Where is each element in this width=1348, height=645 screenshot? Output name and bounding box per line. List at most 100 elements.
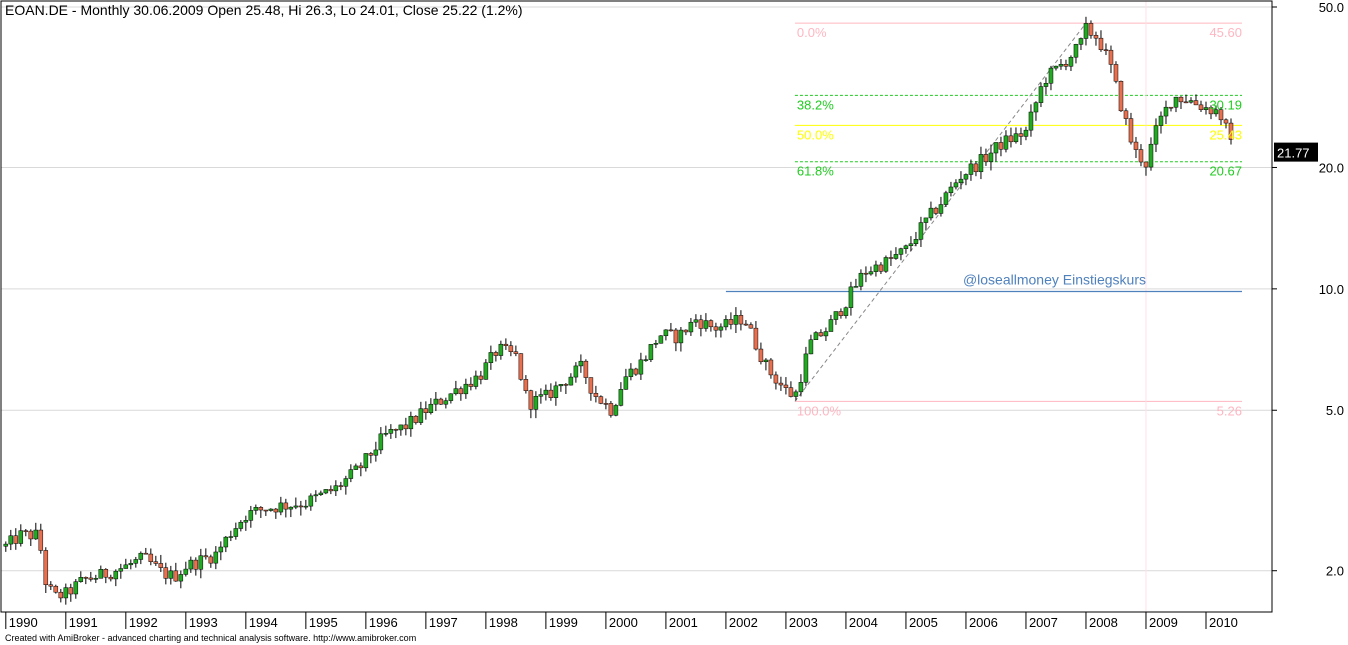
candle-down bbox=[1118, 80, 1124, 112]
candle-up bbox=[568, 376, 574, 386]
candle-up bbox=[453, 388, 459, 395]
candle-up bbox=[703, 320, 709, 329]
candle-up bbox=[558, 384, 564, 387]
candle-up bbox=[883, 257, 889, 272]
candle-up bbox=[73, 581, 79, 595]
candle-up bbox=[333, 485, 339, 492]
y-tick-label: 5.0 bbox=[1326, 403, 1344, 418]
y-tick-label: 20.0 bbox=[1319, 160, 1344, 175]
candle-up bbox=[858, 272, 864, 287]
candle-up bbox=[463, 383, 469, 395]
chart-title: EOAN.DE - Monthly 30.06.2009 Open 25.48,… bbox=[5, 2, 523, 18]
candle-up bbox=[813, 332, 819, 340]
candle-down bbox=[38, 529, 44, 551]
x-tick-label: 2009 bbox=[1149, 615, 1178, 630]
candle-down bbox=[1063, 64, 1069, 67]
candle-down bbox=[393, 429, 399, 431]
fib-lines bbox=[794, 22, 1242, 402]
x-tick-label: 2003 bbox=[789, 615, 818, 630]
candle-up bbox=[1048, 67, 1054, 84]
candle-up bbox=[793, 391, 799, 397]
candle-down bbox=[83, 577, 89, 579]
candle-up bbox=[913, 239, 919, 244]
x-tick-label: 2008 bbox=[1089, 615, 1118, 630]
candle-down bbox=[583, 360, 589, 378]
candle-up bbox=[578, 360, 584, 367]
candle-up bbox=[723, 319, 729, 328]
candle-up bbox=[798, 382, 804, 393]
candle-up bbox=[963, 174, 969, 180]
candle-down bbox=[328, 489, 334, 492]
candle-down bbox=[513, 351, 519, 354]
candle-up bbox=[93, 578, 99, 580]
x-tick-label: 1998 bbox=[489, 615, 518, 630]
candle-down bbox=[753, 327, 759, 350]
candle-up bbox=[823, 331, 829, 337]
candle-down bbox=[713, 326, 719, 331]
candle-down bbox=[88, 577, 94, 580]
candle-up bbox=[268, 508, 274, 511]
x-tick-label: 2007 bbox=[1029, 615, 1058, 630]
candle-down bbox=[478, 375, 484, 380]
candle-down bbox=[863, 272, 869, 275]
candle-down bbox=[888, 257, 894, 259]
x-tick-label: 2006 bbox=[969, 615, 998, 630]
candle-up bbox=[223, 536, 229, 548]
candle-up bbox=[168, 570, 174, 579]
x-tick-label: 1990 bbox=[9, 615, 38, 630]
candle-down bbox=[708, 320, 714, 328]
candle-up bbox=[808, 339, 814, 355]
x-tick-label: 1996 bbox=[369, 615, 398, 630]
candle-up bbox=[958, 178, 964, 184]
candle-down bbox=[1208, 107, 1214, 115]
candle-up bbox=[1163, 106, 1169, 117]
candle-up bbox=[353, 465, 359, 470]
x-tick-label: 2002 bbox=[729, 615, 758, 630]
candle-down bbox=[998, 142, 1004, 150]
candle-down bbox=[548, 389, 554, 398]
candle-up bbox=[133, 559, 139, 564]
candle-up bbox=[233, 528, 239, 537]
candle-down bbox=[423, 408, 429, 413]
candle-down bbox=[273, 508, 279, 513]
candle-up bbox=[63, 587, 69, 599]
candle-down bbox=[1093, 35, 1099, 39]
candle-down bbox=[1018, 133, 1024, 137]
candle-up bbox=[663, 329, 669, 337]
candle-up bbox=[183, 568, 189, 575]
candle-down bbox=[1133, 141, 1139, 150]
candle-up bbox=[918, 222, 924, 240]
candle-down bbox=[1143, 161, 1149, 168]
candle-up bbox=[978, 154, 984, 173]
candle-down bbox=[603, 403, 609, 405]
candle-up bbox=[828, 319, 834, 332]
fib-percent-label: 61.8% bbox=[797, 164, 834, 179]
candle-up bbox=[98, 569, 104, 579]
candle-up bbox=[1068, 56, 1074, 67]
candle-up bbox=[348, 469, 354, 479]
candle-down bbox=[508, 345, 514, 352]
candle-up bbox=[618, 389, 624, 406]
candle-up bbox=[483, 362, 489, 380]
x-tick-label: 2001 bbox=[669, 615, 698, 630]
candle-up bbox=[628, 368, 634, 377]
candle-down bbox=[203, 555, 209, 558]
candle-down bbox=[748, 324, 754, 329]
candle-down bbox=[593, 392, 599, 397]
candle-down bbox=[438, 398, 444, 405]
candle-down bbox=[518, 353, 524, 380]
candle-up bbox=[138, 552, 144, 560]
fib-percent-label: 0.0% bbox=[797, 25, 827, 40]
candle-down bbox=[1123, 110, 1129, 119]
candle-up bbox=[873, 264, 879, 272]
fib-labels: 0.0% 45.60 38.2% 30.19 50.0% 25.43 61.8% 20.67 1… bbox=[797, 25, 1242, 418]
y-axis: 50.0 20.0 10.0 5.0 2.0 bbox=[1272, 0, 1344, 579]
candle-up bbox=[1058, 64, 1064, 67]
candle-up bbox=[383, 433, 389, 435]
candle-down bbox=[983, 154, 989, 163]
entry-price-label: @loseallmoney Einstiegskurs bbox=[963, 272, 1146, 288]
candle-up bbox=[238, 521, 244, 529]
candle-up bbox=[1003, 135, 1009, 150]
candle-down bbox=[743, 323, 749, 326]
y-tick-label: 10.0 bbox=[1319, 282, 1344, 297]
